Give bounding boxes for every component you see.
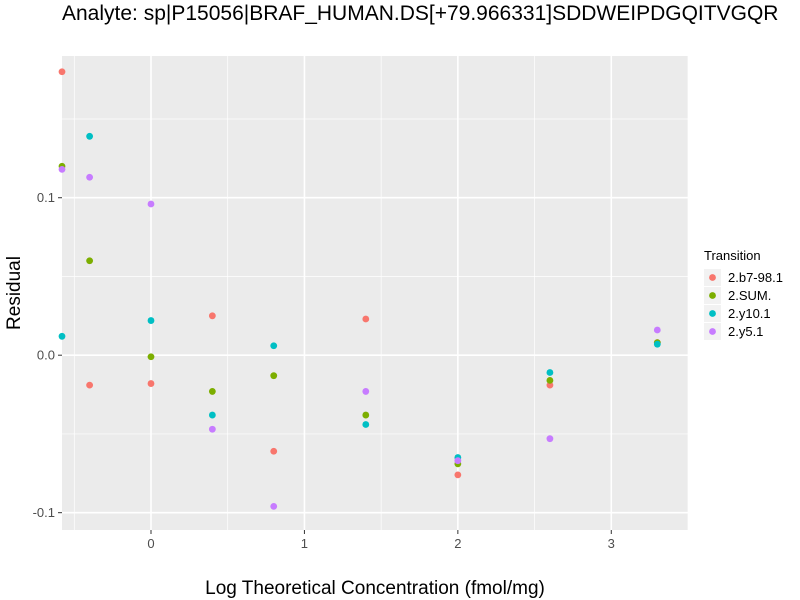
data-point: [58, 68, 66, 76]
data-point: [653, 340, 661, 348]
minor-gridlines: [62, 56, 689, 530]
data-point: [362, 421, 370, 428]
data-point: [362, 411, 370, 419]
data-point: [270, 447, 278, 455]
legend-label: 2.SUM.: [728, 288, 771, 303]
plot-panel: [62, 56, 688, 530]
y-tick-label: 0.1: [37, 190, 55, 205]
data-point: [454, 457, 462, 465]
y-axis-title: Residual: [4, 256, 25, 330]
y-tick-label: -0.1: [33, 505, 55, 520]
x-axis: 0 1 2 3: [147, 530, 615, 551]
data-point: [454, 471, 462, 479]
data-point: [147, 380, 155, 387]
data-point: [86, 257, 94, 265]
legend-title: Transition: [704, 248, 761, 263]
data-point: [86, 132, 94, 140]
data-point: [362, 315, 370, 323]
data-point: [86, 381, 94, 389]
x-tick-label: 2: [454, 536, 461, 551]
x-tick-label: 3: [608, 536, 615, 551]
data-point: [546, 369, 554, 376]
x-axis-title: Log Theoretical Concentration (fmol/mg): [205, 578, 545, 599]
data-point: [147, 353, 155, 361]
data-point: [362, 388, 370, 395]
legend: Transition 2.b7-98.1 2.SUM. 2.y10.1 2.y5.1: [704, 248, 783, 340]
data-point: [653, 326, 661, 334]
major-gridlines: [62, 56, 688, 530]
legend-key: [709, 292, 716, 299]
data-point: [58, 165, 66, 173]
legend-label: 2.y10.1: [728, 306, 771, 321]
x-tick-label: 1: [301, 536, 308, 551]
data-point: [208, 425, 216, 433]
data-point: [58, 332, 66, 340]
data-point: [546, 376, 554, 384]
data-point: [208, 411, 216, 419]
data-points: [58, 68, 661, 510]
data-point: [86, 173, 94, 181]
legend-key: [709, 274, 716, 281]
data-point: [546, 381, 554, 389]
legend-label: 2.y5.1: [728, 324, 763, 339]
y-axis: -0.1 0.0 0.1: [33, 190, 62, 520]
legend-key: [709, 328, 716, 335]
data-point: [208, 388, 216, 395]
data-point: [270, 372, 278, 380]
legend-label: 2.b7-98.1: [728, 270, 783, 285]
y-tick-label: 0.0: [37, 348, 55, 363]
data-point: [270, 342, 278, 350]
legend-key: [709, 310, 716, 317]
x-tick-label: 0: [147, 536, 154, 551]
data-point: [147, 317, 155, 324]
data-point: [546, 435, 554, 443]
data-point: [208, 312, 216, 320]
chart-title: Analyte: sp|P15056|BRAF_HUMAN.DS[+79.966…: [62, 2, 779, 25]
data-point: [147, 200, 155, 208]
data-point: [270, 502, 278, 510]
